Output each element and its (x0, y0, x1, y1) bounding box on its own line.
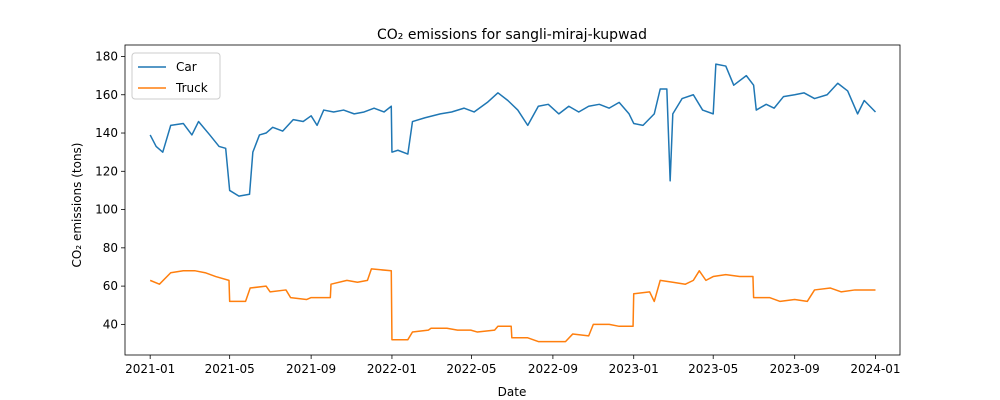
chart-title: CO₂ emissions for sangli-miraj-kupwad (377, 27, 647, 43)
y-tick-label: 100 (95, 203, 118, 217)
x-axis-label: Date (498, 385, 527, 399)
y-tick-label: 80 (103, 241, 118, 255)
series-layer (149, 63, 877, 343)
plot-frame (124, 44, 901, 356)
y-axis-label: CO₂ emissions (tons) (70, 143, 84, 268)
y-tick-label: 60 (103, 279, 118, 293)
x-tick-label: 2022-09 (528, 362, 578, 376)
plot-area (125, 45, 900, 355)
y-tick-label: 160 (95, 88, 118, 102)
x-tick-label: 2022-01 (367, 362, 417, 376)
y-tick-label: 180 (95, 49, 118, 63)
x-tick-label: 2021-01 (125, 362, 175, 376)
legend-label-truck: Truck (175, 81, 208, 95)
x-tick-label: 2023-09 (770, 362, 820, 376)
y-tick-label: 40 (103, 317, 118, 331)
x-tick-label: 2023-01 (609, 362, 659, 376)
x-tick-label: 2024-01 (850, 362, 900, 376)
y-tick-label: 120 (95, 164, 118, 178)
x-tick-label: 2021-05 (205, 362, 255, 376)
x-tick-label: 2023-05 (688, 362, 738, 376)
series-line-truck (149, 268, 876, 343)
legend-label-car: Car (176, 60, 197, 74)
x-tick-label: 2021-09 (286, 362, 336, 376)
plot-background (125, 45, 900, 355)
y-tick-label: 140 (95, 126, 118, 140)
legend: Car Truck (131, 52, 221, 100)
series-line-car (149, 63, 877, 197)
axes-layer: 2021-01 2021-05 2021-09 2022-01 2022-05 2022-… (95, 44, 901, 376)
x-tick-label: 2022-05 (446, 362, 496, 376)
